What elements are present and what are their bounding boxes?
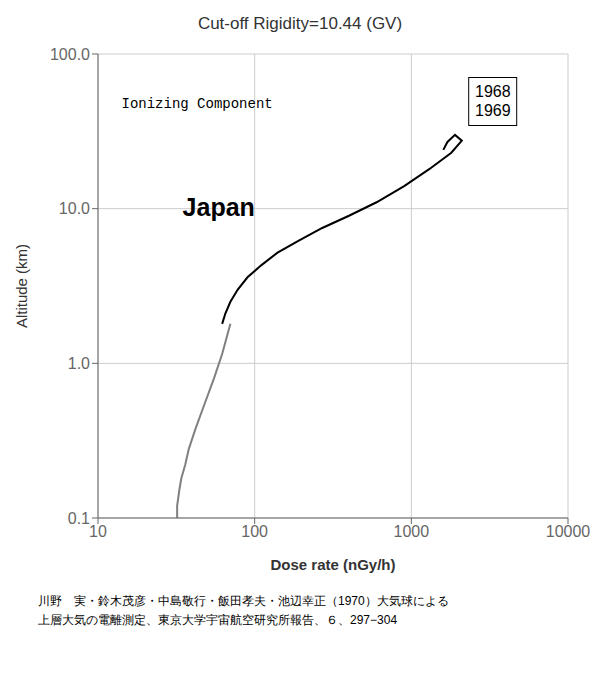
svg-text:100: 100	[241, 523, 268, 540]
html-text:Japan: Japan	[182, 193, 255, 222]
html-text:上層大気の電離測定、東京大学宇宙航空研究所報告、６、297−: 上層大気の電離測定、東京大学宇宙航空研究所報告、６、297−304	[38, 613, 398, 628]
svg-text:10.0: 10.0	[59, 200, 90, 217]
html-text:Ionizing Component: Ionizing Component	[121, 95, 273, 112]
html-text:Cut-off Rigidity=10.44 (GV): Cut-off Rigidity=10.44 (GV)	[197, 14, 403, 33]
svg-text:1.0: 1.0	[68, 355, 90, 372]
html-text:1968 1969: 1968 1969	[475, 83, 511, 120]
svg-text:Altitude (km): Altitude (km)	[13, 244, 30, 328]
svg-text:10: 10	[89, 523, 107, 540]
svg-text:0.1: 0.1	[68, 510, 90, 527]
svg-text:Dose rate (nGy/h): Dose rate (nGy/h)	[270, 556, 395, 573]
svg-text:100.0: 100.0	[50, 46, 90, 63]
html-text:川野 実・鈴木茂彦・中島敬行・飯田孝夫・池辺幸正（1970）: 川野 実・鈴木茂彦・中島敬行・飯田孝夫・池辺幸正（1970）大気球による	[38, 594, 449, 608]
svg-text:10000: 10000	[546, 523, 591, 540]
svg-text:1000: 1000	[394, 523, 430, 540]
